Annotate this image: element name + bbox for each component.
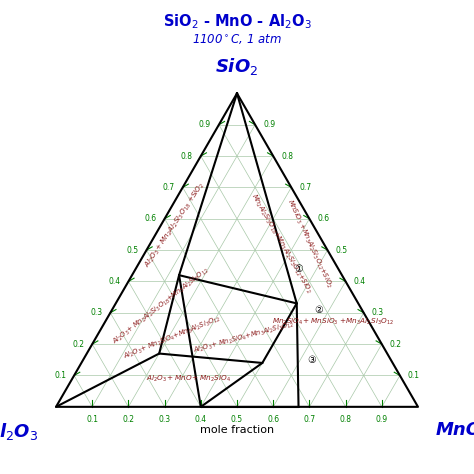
Text: 0.3: 0.3 bbox=[90, 308, 102, 317]
Text: 0.8: 0.8 bbox=[281, 152, 293, 161]
Text: ③: ③ bbox=[307, 355, 316, 365]
Text: Al$_2$O$_3$+ Mn$_2$SiO$_4$+Mn$_3$Al$_2$Si$_3$O$_{12}$: Al$_2$O$_3$+ Mn$_2$SiO$_4$+Mn$_3$Al$_2$S… bbox=[193, 319, 296, 356]
Text: 0.1: 0.1 bbox=[54, 371, 66, 380]
Text: ①: ① bbox=[294, 264, 303, 274]
Text: 0.6: 0.6 bbox=[145, 214, 156, 223]
Text: 0.9: 0.9 bbox=[376, 415, 388, 424]
Text: 0.6: 0.6 bbox=[318, 214, 329, 223]
Text: Al$_2$O$_3$+ MnO+ Mn$_2$SiO$_4$: Al$_2$O$_3$+ MnO+ Mn$_2$SiO$_4$ bbox=[146, 374, 231, 384]
Text: 0.8: 0.8 bbox=[181, 152, 193, 161]
Text: 0.2: 0.2 bbox=[390, 340, 402, 349]
Text: mole fraction: mole fraction bbox=[200, 425, 274, 435]
Text: MnO: MnO bbox=[436, 421, 474, 439]
Text: Mn$_2$SiO$_4$+ MnSiO$_3$ +Mn$_3$Al$_2$Si$_3$O$_{12}$: Mn$_2$SiO$_4$+ MnSiO$_3$ +Mn$_3$Al$_2$Si… bbox=[272, 317, 394, 328]
Text: 0.1: 0.1 bbox=[86, 415, 98, 424]
Text: 1100$^\circ$C, 1 atm: 1100$^\circ$C, 1 atm bbox=[192, 33, 282, 47]
Text: 0.5: 0.5 bbox=[336, 246, 347, 255]
Text: Al$_2$O$_3$: Al$_2$O$_3$ bbox=[0, 421, 38, 442]
Text: 0.4: 0.4 bbox=[109, 277, 120, 286]
Text: 0.8: 0.8 bbox=[339, 415, 352, 424]
Text: 0.6: 0.6 bbox=[267, 415, 279, 424]
Text: MnSiO$_3$ +Mn$_3$Al$_2$Si$_3$O$_{12}$+SiO$_2$: MnSiO$_3$ +Mn$_3$Al$_2$Si$_3$O$_{12}$+Si… bbox=[284, 198, 335, 290]
Text: 0.9: 0.9 bbox=[263, 120, 275, 129]
Text: 0.4: 0.4 bbox=[354, 277, 365, 286]
Text: Al$_2$O$_3$+ Mn$_2$Al$_2$Si$_3$O$_{18}$ +SiO$_2$: Al$_2$O$_3$+ Mn$_2$Al$_2$Si$_3$O$_{18}$ … bbox=[143, 180, 208, 270]
Text: 0.5: 0.5 bbox=[231, 415, 243, 424]
Text: 0.2: 0.2 bbox=[122, 415, 135, 424]
Text: Al$_2$O$_3$+ Mn$_2$SiO$_4$+Mn$_3$Al$_2$Si$_3$O$_{12}$: Al$_2$O$_3$+ Mn$_2$SiO$_4$+Mn$_3$Al$_2$S… bbox=[122, 314, 222, 362]
Text: 0.9: 0.9 bbox=[199, 120, 211, 129]
Text: 0.4: 0.4 bbox=[195, 415, 207, 424]
Text: 0.1: 0.1 bbox=[408, 371, 420, 380]
Text: 0.2: 0.2 bbox=[72, 340, 84, 349]
Text: 0.7: 0.7 bbox=[163, 183, 175, 192]
Text: SiO$_2$: SiO$_2$ bbox=[215, 56, 259, 77]
Text: 0.7: 0.7 bbox=[303, 415, 316, 424]
Text: 0.5: 0.5 bbox=[127, 246, 138, 255]
Text: ②: ② bbox=[314, 305, 323, 315]
Text: Mn$_2$Al$_2$Si$_3$O$_{18}$+Mn$_3$Al$_2$Si$_3$O$_{12}$+SiO$_2$: Mn$_2$Al$_2$Si$_3$O$_{18}$+Mn$_3$Al$_2$S… bbox=[247, 192, 313, 296]
Text: Al$_2$O$_3$+ Mn$_2$Al$_2$Si$_3$O$_{18}$+Mn$_3$Al$_2$Si$_3$O$_{12}$: Al$_2$O$_3$+ Mn$_2$Al$_2$Si$_3$O$_{18}$+… bbox=[110, 265, 211, 347]
Text: 0.3: 0.3 bbox=[372, 308, 384, 317]
Text: SiO$_2$ - MnO - Al$_2$O$_3$: SiO$_2$ - MnO - Al$_2$O$_3$ bbox=[163, 12, 311, 30]
Text: 0.3: 0.3 bbox=[158, 415, 171, 424]
Text: 0.7: 0.7 bbox=[299, 183, 311, 192]
